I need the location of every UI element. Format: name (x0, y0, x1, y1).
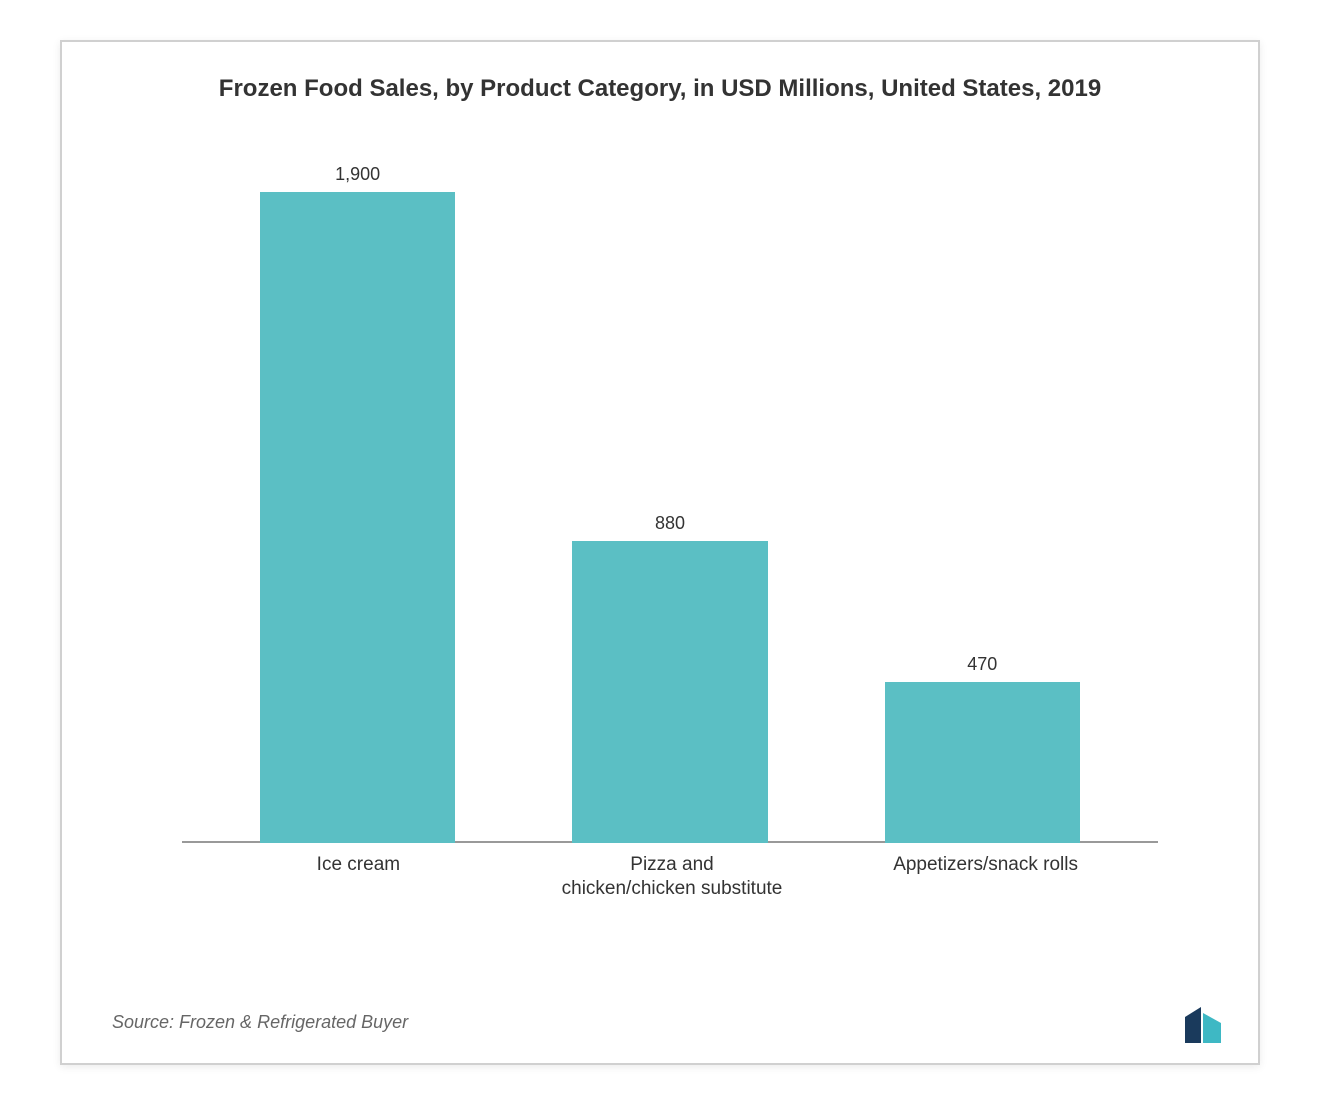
logo-shape-2 (1203, 1013, 1221, 1043)
source-attribution: Source: Frozen & Refrigerated Buyer (112, 1012, 408, 1033)
chart-container: Frozen Food Sales, by Product Category, … (60, 40, 1260, 1065)
bar-value-label-2: 470 (885, 654, 1080, 675)
bar-0: 1,900 (260, 192, 455, 843)
category-label-2: Appetizers/snack rolls (846, 853, 1126, 878)
plot-area: 1,900 880 470 (182, 192, 1158, 843)
chart-title: Frozen Food Sales, by Product Category, … (62, 42, 1258, 126)
bar-1: 880 (572, 541, 767, 843)
logo-shape-1 (1185, 1007, 1201, 1043)
brand-logo (1183, 1005, 1233, 1045)
bar-value-label-1: 880 (572, 513, 767, 534)
category-label-0: Ice cream (218, 853, 498, 878)
bar-2: 470 (885, 682, 1080, 843)
category-label-1: Pizza andchicken/chicken substitute (532, 853, 812, 902)
bar-value-label-0: 1,900 (260, 164, 455, 185)
